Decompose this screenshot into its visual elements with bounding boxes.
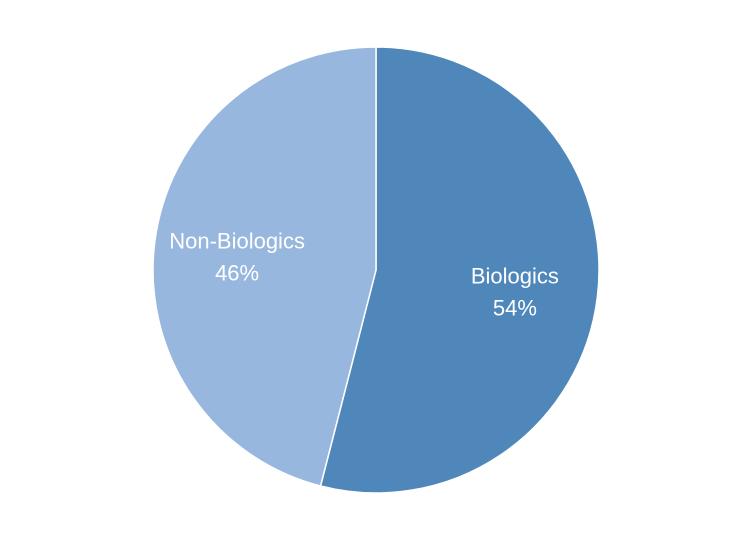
pie-slice-biologics <box>319 46 600 494</box>
pie-slice-non-biologics <box>152 46 377 487</box>
slice-value-non-biologics: 46% <box>215 261 259 286</box>
slice-value-biologics: 54% <box>493 296 537 321</box>
slice-label-non-biologics: Non-Biologics <box>169 229 305 254</box>
pie-labels: Biologics 54% Non-Biologics 46% <box>169 229 559 321</box>
pie-slices <box>152 46 600 494</box>
slice-label-biologics: Biologics <box>471 264 559 289</box>
